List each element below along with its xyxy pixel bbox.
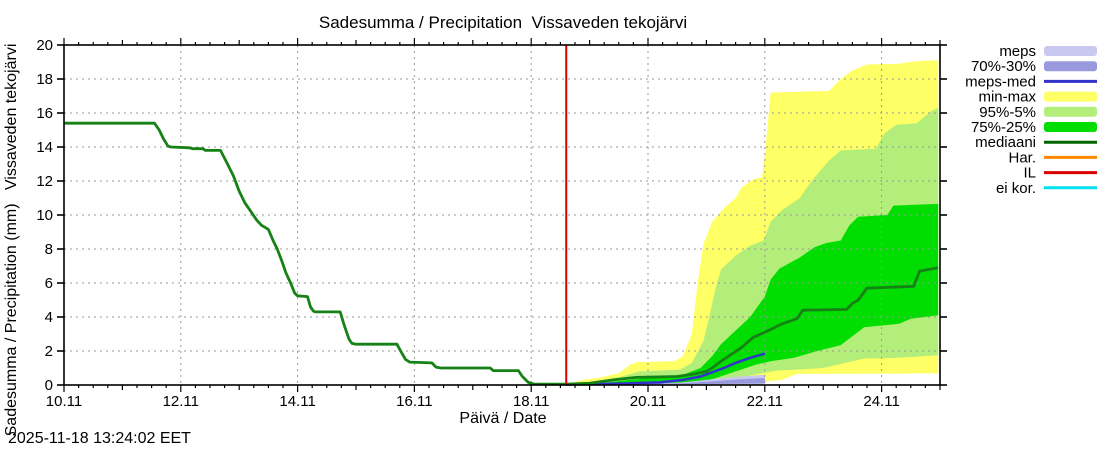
x-tick-label: 16.11 [396,393,432,410]
legend-label: meps-med [965,73,1036,90]
gridlines-layer [64,45,940,385]
y-tick-label: 8 [45,241,53,258]
x-tick-label: 12.11 [163,393,199,410]
legend-label: mediaani [975,134,1036,151]
forecast-bands-layer [566,60,939,386]
legend-entry: ei kor. [996,180,1097,197]
mediaani-line [64,121,939,386]
meps-med-line [566,352,766,386]
legend-label: Har. [1008,149,1036,166]
x-tick-label: 22.11 [747,393,783,410]
legend-entry: min-max [978,89,1097,106]
legend-swatch [1044,106,1097,117]
x-tick-label: 14.11 [279,393,315,410]
legend-label: meps [999,43,1036,60]
x-tick-label: 20.11 [630,393,666,410]
legend-swatch [1044,46,1097,56]
y-tick-label: 6 [45,275,53,292]
y-tick-label: 0 [45,377,53,394]
chart-title: Sadesumma / Precipitation Vissaveden tek… [319,13,687,32]
y-tick-label: 2 [45,343,53,360]
legend-label: ei kor. [996,180,1036,197]
plot-frame-layer: 0 2 4 6 8 10 12 14 16 18 20 10.11 12.11 14.11 16.11 18.… [36,37,947,410]
legend-entry: Har. [1008,149,1097,166]
legend-swatch [1044,61,1097,72]
y-tick-label: 4 [45,309,53,326]
y-axis-label: Sadesumma / Precipitation (mm) Vissavede… [3,44,20,437]
x-tick-label: 18.11 [513,393,549,410]
legend-swatch [1044,122,1097,132]
legend-label: min-max [978,89,1036,106]
legend-entry: mediaani [975,134,1097,151]
legend-entry: 75%-25% [971,119,1097,136]
legend-label: IL [1023,165,1036,182]
y-tick-label: 20 [36,37,53,54]
y-tick-label: 18 [36,71,53,88]
legend-entry: meps [999,43,1097,60]
data-lines-layer [64,45,939,386]
y-tick-label: 14 [36,139,53,156]
legend-entry: meps-med [965,73,1097,90]
y-tick-label: 16 [36,105,53,122]
legend-label: 95%-5% [979,104,1036,121]
chart-timestamp: 2025-11-18 13:24:02 EET [8,430,191,447]
x-tick-label: 24.11 [863,393,899,410]
legend-entry: 95%-5% [979,104,1097,121]
legend-entry: 70%-30% [971,58,1097,75]
legend-label: 75%-25% [971,119,1036,136]
x-tick-label: 10.11 [46,393,82,410]
legend: meps70%-30%meps-medmin-max95%-5%75%-25%m… [965,43,1097,197]
band-70-30- [566,377,765,385]
legend-label: 70%-30% [971,58,1036,75]
y-tick-label: 10 [36,207,53,224]
legend-swatch [1044,91,1097,102]
legend-entry: IL [1023,165,1097,182]
x-axis-label: Päivä / Date [459,410,546,427]
y-tick-label: 12 [36,173,53,190]
